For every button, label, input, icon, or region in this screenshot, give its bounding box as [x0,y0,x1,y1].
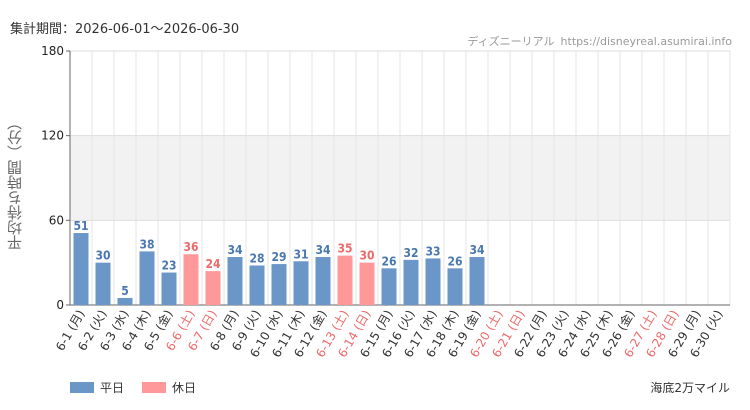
legend-swatch-holiday [142,382,167,393]
bar [73,233,89,305]
data-label: 26 [381,254,396,268]
bar [271,264,287,305]
bar [139,251,155,305]
data-label: 30 [95,249,110,263]
y-tick-label: 60 [49,213,64,227]
bar [337,255,353,305]
period-label: 集計期間：2026-06-01～2026-06-30 [10,22,240,37]
data-label: 5 [121,284,129,298]
data-label: 31 [293,247,308,261]
data-label: 38 [139,237,154,251]
data-label: 35 [337,242,352,256]
y-tick-label: 120 [41,129,64,143]
legend-label-weekday: 平日 [100,381,125,395]
data-label: 34 [469,243,485,257]
site-credit: ディズニーリアル https://disneyreal.asumirai.info [467,33,732,49]
data-label: 34 [315,243,331,257]
bar [95,262,111,305]
bar [403,259,419,305]
legend-item-holiday: 休日 [142,379,196,396]
data-label: 24 [205,257,221,271]
data-label: 23 [161,259,176,273]
credit-site[interactable]: https://disneyreal.asumirai.info [560,35,732,48]
legend-swatch-weekday [70,382,94,393]
bar [381,268,397,305]
legend: 平日 休日 [70,379,196,396]
bar [425,258,441,305]
data-label: 33 [425,244,440,258]
data-label: 51 [73,219,88,233]
y-tick-label: 0 [56,298,64,312]
bar [205,271,221,305]
bar-chart: 0 60 120 180 51 30 5 38 23 36 24 34 28 29 31 34 35 30 26 32… [41,44,731,360]
bar [183,254,199,305]
bar [227,257,243,305]
attraction-name: 海底2万マイル [650,381,730,395]
y-tick-label: 180 [41,44,64,58]
data-label: 32 [403,246,418,260]
data-label: 26 [447,254,462,268]
bar [117,297,133,305]
bar [359,262,375,305]
legend-item-weekday: 平日 [70,379,124,396]
data-label: 34 [227,243,243,257]
data-label: 36 [183,240,198,254]
data-label: 29 [271,250,286,264]
bar [249,265,265,305]
data-label: 30 [359,249,374,263]
bar [469,257,485,305]
bar [293,261,309,305]
credit-name: ディズニーリアル [467,35,555,48]
data-label: 28 [249,251,264,265]
bar [315,257,331,305]
bar [161,272,177,305]
bar [447,268,463,305]
legend-label-holiday: 休日 [172,381,197,395]
